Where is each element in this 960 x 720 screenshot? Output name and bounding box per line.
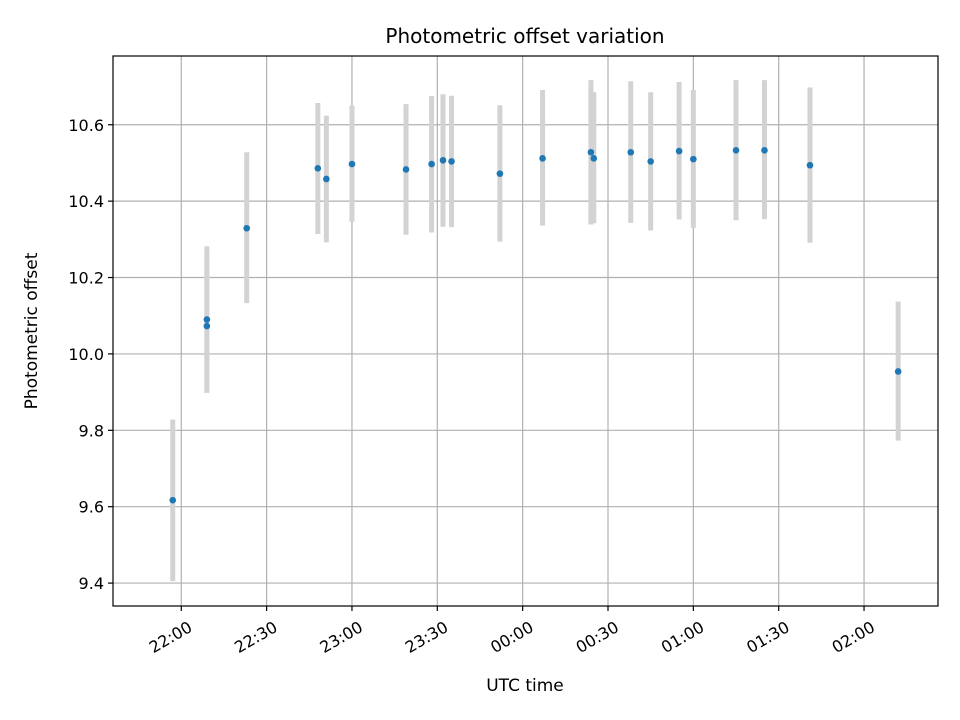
- data-point: [732, 147, 740, 154]
- data-point: [402, 166, 410, 173]
- data-point: [448, 158, 455, 165]
- data-point: [894, 368, 902, 375]
- data-point: [690, 155, 697, 163]
- data-point: [348, 160, 356, 168]
- data-point: [439, 156, 447, 164]
- plot-frame: [112, 55, 939, 607]
- y-tick-label: 10.4: [68, 192, 104, 211]
- grid: [113, 56, 938, 606]
- data-point: [627, 148, 635, 156]
- data-point: [539, 155, 546, 162]
- chart-title: Photometric offset variation: [385, 24, 664, 48]
- y-tick-label: 9.6: [79, 498, 104, 517]
- data-points: [169, 147, 902, 504]
- data-point: [761, 147, 768, 154]
- y-tick-label: 10.2: [68, 269, 104, 288]
- data-point: [323, 175, 330, 183]
- data-point: [587, 148, 595, 156]
- data-point: [675, 147, 683, 155]
- data-point: [243, 224, 251, 232]
- data-point: [806, 161, 814, 169]
- data-point: [314, 164, 322, 172]
- y-tick-label: 10.6: [68, 116, 104, 135]
- y-axis-label: Photometric offset: [22, 252, 42, 409]
- y-tick-label: 10.0: [68, 345, 104, 364]
- data-point: [203, 322, 211, 330]
- data-point: [169, 496, 177, 504]
- data-point: [203, 316, 211, 323]
- y-tick-label: 9.8: [79, 421, 104, 440]
- y-tick-label: 9.4: [79, 574, 104, 593]
- y-axis-ticks: 9.4 9.6 9.8 10.0 10.2 10.4 10.6: [68, 116, 113, 593]
- x-axis-label: UTC time: [486, 676, 564, 696]
- data-point: [647, 158, 654, 165]
- data-point: [428, 160, 435, 168]
- data-point: [496, 170, 504, 177]
- data-point: [590, 155, 598, 162]
